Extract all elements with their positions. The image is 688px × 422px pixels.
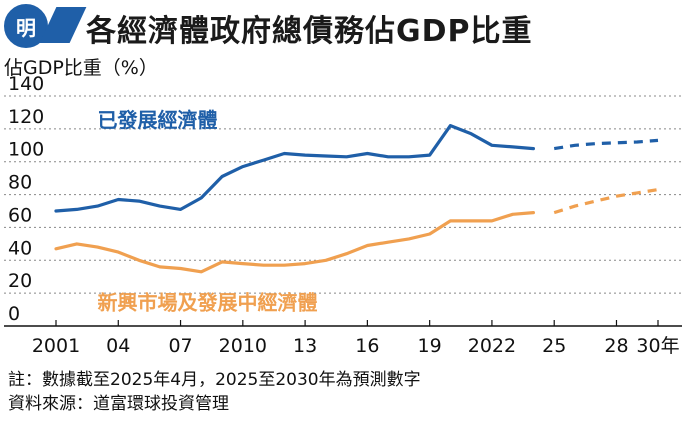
- y-tick-label: 140: [8, 73, 44, 95]
- y-tick-label: 40: [8, 237, 32, 259]
- y-axis-label: 佔GDP比重（%）: [4, 57, 158, 79]
- logo-badge: 明: [4, 4, 48, 48]
- logo-text: 明: [16, 15, 36, 40]
- y-tick-label: 20: [8, 270, 32, 292]
- series-label: 新興市場及發展中經濟體: [98, 291, 318, 315]
- x-tick-label: 2001: [32, 335, 80, 357]
- series-line-projected: [553, 188, 659, 215]
- series-line-actual: [54, 124, 535, 213]
- series-label: 已發展經濟體: [98, 108, 218, 132]
- line-chart: 佔GDP比重（%） 0 20 40 60 80 100 120 140 2001 04 07 201…: [4, 57, 682, 357]
- x-tick-label: 04: [106, 335, 130, 357]
- header: 明 各經濟體政府總債務佔GDP比重: [0, 0, 688, 49]
- x-tick-label: 2022: [468, 335, 516, 357]
- x-tick-label: 30年: [636, 335, 679, 357]
- x-tick-label: 13: [293, 335, 317, 357]
- x-axis: [4, 320, 682, 327]
- series-lines: [54, 124, 659, 274]
- x-tick-label: 25: [542, 335, 566, 357]
- y-tick-labels: 0 20 40 60 80 100 120 140: [8, 73, 44, 325]
- y-tick-label: 0: [8, 303, 20, 325]
- series-line-projected: [553, 138, 659, 151]
- source-note: 資料來源：道富環球投資管理: [8, 394, 229, 414]
- x-tick-labels: 2001 04 07 2010 13 16 19 2022 25 28 30年: [32, 335, 680, 357]
- notes: 註：數據截至2025年4月，2025至2030年為預測數字 資料來源：道富環球投…: [8, 368, 421, 416]
- y-tick-label: 100: [8, 139, 44, 161]
- footnote: 註：數據截至2025年4月，2025至2030年為預測數字: [8, 370, 421, 390]
- y-tick-label: 60: [8, 204, 32, 226]
- x-tick-label: 19: [418, 335, 442, 357]
- y-tick-label: 80: [8, 172, 32, 194]
- title-accent-bar: [39, 7, 87, 43]
- x-tick-label: 07: [168, 335, 192, 357]
- x-tick-label: 28: [604, 335, 628, 357]
- x-tick-label: 2010: [219, 335, 267, 357]
- series-line-actual: [54, 211, 535, 274]
- grid: [4, 95, 682, 294]
- y-tick-label: 120: [8, 106, 44, 128]
- x-tick-label: 16: [355, 335, 379, 357]
- chart-title: 各經濟體政府總債務佔GDP比重: [86, 14, 533, 49]
